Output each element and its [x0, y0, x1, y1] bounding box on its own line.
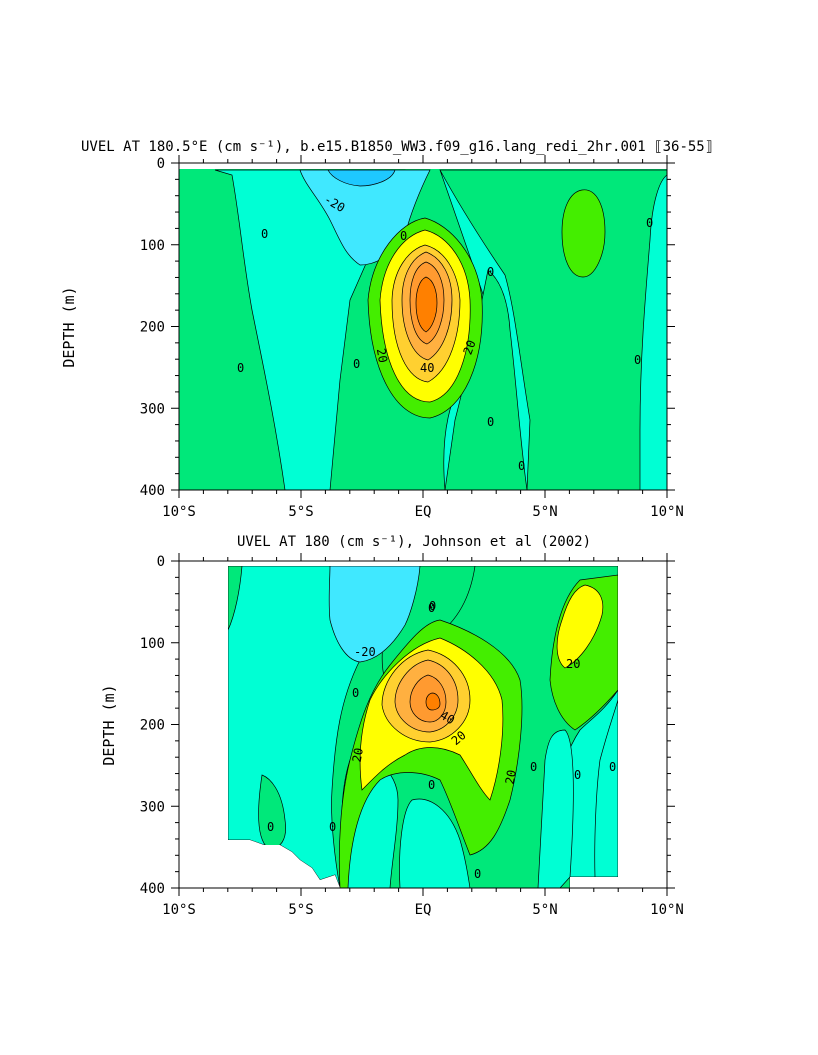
- y-tick-label: 300: [140, 401, 165, 417]
- x-tick-label: 5°N: [532, 504, 557, 520]
- y-tick-label: 200: [140, 718, 165, 734]
- bottom-contour-label: -20: [354, 645, 376, 659]
- top-contour-label: 0: [487, 265, 494, 279]
- top-band-10-20-blob: [561, 189, 606, 278]
- x-tick-label: 10°S: [162, 902, 196, 918]
- bottom-band-m10-0-col: [537, 729, 574, 888]
- top-band-lt-m20: [327, 169, 396, 187]
- x-tick-label: 10°N: [650, 504, 684, 520]
- bottom-band-m20-m10: [328, 565, 421, 663]
- y-tick-label: 300: [140, 799, 165, 815]
- bottom-surface-gap: [179, 561, 667, 566]
- top-contour-label: 0: [353, 357, 360, 371]
- top-contour-label: 0: [400, 229, 407, 243]
- x-tick-label: 10°S: [162, 504, 196, 520]
- bottom-contour-label: 0: [574, 768, 581, 782]
- top-band-gt-60: [415, 276, 438, 333]
- y-tick-label: 0: [157, 156, 165, 172]
- bottom-contour-label: 40: [438, 708, 458, 727]
- top-contour-label: 0: [237, 361, 244, 375]
- bottom-contour-label: 0: [530, 760, 537, 774]
- top-contour-field: [179, 163, 667, 490]
- bottom-band-20-30-blob: [556, 584, 604, 669]
- top-contour-label: 0: [634, 353, 641, 367]
- top-contour-label: 0: [261, 227, 268, 241]
- top-contour-labels: -20 0 0 0 0 0 0 0 20 40 20 0 0: [237, 192, 653, 473]
- bottom-contour-label: 0: [267, 820, 274, 834]
- top-contour-label: 0: [646, 216, 653, 230]
- top-chart-title: UVEL AT 180.5°E (cm s⁻¹), b.e15.B1850_WW…: [81, 139, 713, 155]
- bottom-band-gt-60: [425, 692, 441, 711]
- bottom-band-0-10-left: [227, 565, 243, 631]
- bottom-contour-label: 20: [566, 657, 580, 671]
- bottom-contour-label: 20: [350, 747, 366, 764]
- y-tick-label: 200: [140, 320, 165, 336]
- y-tick-label: 100: [140, 238, 165, 254]
- x-tick-label: EQ: [415, 902, 432, 918]
- bottom-contour-label: 0: [429, 599, 436, 613]
- bottom-contour-label: 0: [428, 778, 435, 792]
- bottom-nodata-right: [570, 561, 667, 888]
- bottom-y-axis-label: DEPTH (m): [100, 684, 118, 765]
- bottom-contour-labels: -20 0 0 20 40 20 0 20 0 0 0 0 0 20 0 0: [267, 599, 616, 881]
- bottom-contour-field: [179, 561, 667, 888]
- top-contour-label: 40: [420, 361, 434, 375]
- bottom-contour-label: 0: [329, 820, 336, 834]
- y-tick-label: 100: [140, 636, 165, 652]
- bottom-nodata-left: [179, 561, 340, 888]
- top-contour-label: 20: [461, 338, 479, 356]
- x-tick-label: 10°N: [650, 902, 684, 918]
- bottom-contour-label: 0: [474, 867, 481, 881]
- y-tick-label: 400: [140, 483, 165, 499]
- top-contour-label: 0: [518, 459, 525, 473]
- top-contour-label: 0: [487, 415, 494, 429]
- x-tick-label: 5°N: [532, 902, 557, 918]
- x-tick-label: 5°S: [288, 504, 313, 520]
- bottom-band-m10-0-col2: [594, 699, 619, 878]
- top-contour-label: 20: [374, 347, 390, 364]
- bottom-contour-label: 0: [428, 601, 435, 615]
- y-tick-label: 400: [140, 881, 165, 897]
- bottom-contour-label: 20: [503, 769, 519, 786]
- x-tick-label: 5°S: [288, 902, 313, 918]
- bottom-band-0-10-blob: [258, 774, 286, 849]
- top-surface-gap: [179, 163, 667, 169]
- x-tick-label: EQ: [415, 504, 432, 520]
- bottom-contour-label: 0: [352, 686, 359, 700]
- bottom-contour-label: 0: [609, 760, 616, 774]
- top-y-axis-label: DEPTH (m): [60, 286, 78, 367]
- y-tick-label: 0: [157, 554, 165, 570]
- bottom-chart-title: UVEL AT 180 (cm s⁻¹), Johnson et al (200…: [237, 534, 591, 550]
- bottom-band-m10-0-tongue: [399, 798, 471, 888]
